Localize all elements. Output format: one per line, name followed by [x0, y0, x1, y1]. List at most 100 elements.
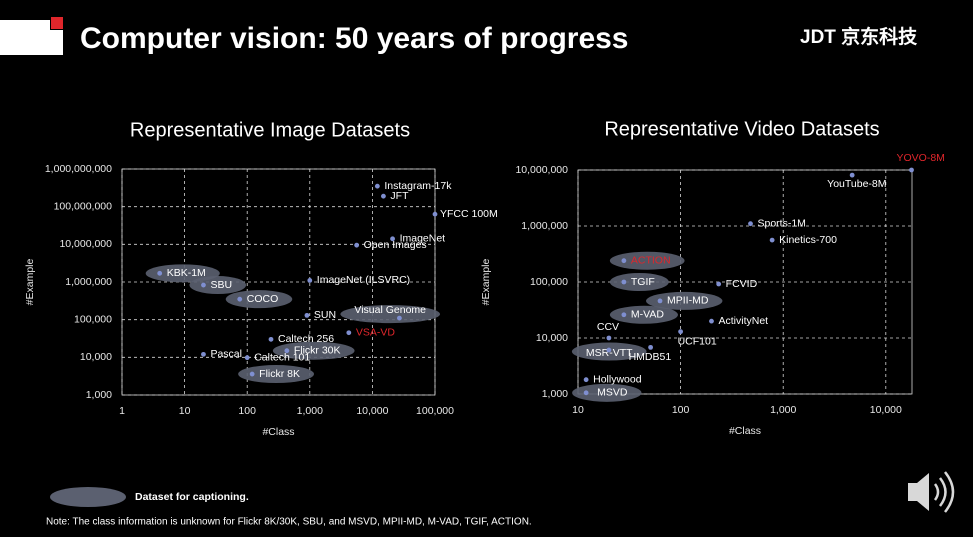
- point-label: Flickr 30K: [294, 344, 341, 356]
- point-label: M-VAD: [631, 309, 664, 321]
- data-point: [606, 347, 612, 353]
- y-tick-label: 10,000,000: [59, 238, 112, 250]
- point-label: Caltech 101: [254, 351, 310, 363]
- caption-highlight: [238, 365, 315, 384]
- point-label: ActivityNet: [718, 315, 768, 327]
- x-tick-label: 10,000: [870, 404, 902, 416]
- y-axis-title: #Example: [480, 259, 492, 306]
- caption-highlight: [609, 251, 685, 270]
- caption-highlight: [225, 290, 293, 309]
- point-label: YFCC 100M: [440, 208, 498, 220]
- point-label: Open Images: [364, 239, 427, 251]
- data-point: [432, 211, 438, 217]
- data-point: [583, 390, 589, 396]
- point-label: TGIF: [631, 276, 655, 288]
- data-point: [748, 221, 753, 227]
- caption-layer: [145, 264, 441, 384]
- x-tick-label: 100: [238, 405, 256, 417]
- x-tick-label: 1,000: [770, 404, 796, 416]
- point-label: ImageNet: [400, 233, 446, 245]
- data-point: [621, 279, 627, 285]
- data-point: [657, 298, 663, 304]
- point-label: YOVO-8M: [897, 152, 945, 164]
- point-label: FCVID: [726, 278, 758, 290]
- x-tick-label: 100,000: [416, 405, 454, 417]
- y-axis-title: #Example: [24, 259, 36, 306]
- legend-swatch: [50, 487, 126, 507]
- point-label: Kinetics-700: [779, 234, 837, 246]
- point-label: JFT: [390, 190, 409, 202]
- caption-highlight: [189, 276, 247, 295]
- y-tick-label: 1,000,000: [65, 276, 112, 288]
- y-tick-label: 10,000,000: [515, 164, 568, 176]
- data-point: [621, 312, 627, 318]
- y-tick-label: 1,000: [542, 388, 568, 400]
- data-point: [648, 344, 653, 350]
- caption-highlight: [340, 305, 441, 324]
- x-tick-label: 10: [179, 405, 191, 417]
- data-point: [849, 172, 855, 178]
- data-point: [397, 315, 402, 321]
- point-label: YouTube-8M: [827, 178, 886, 190]
- x-tick-label: 1,000: [297, 405, 323, 417]
- point-label: COCO: [247, 293, 279, 305]
- point-label: MSR-VTT: [586, 347, 633, 359]
- footnote: Note: The class information is unknown f…: [46, 517, 532, 528]
- data-point: [237, 296, 243, 302]
- point-label: Caltech 256: [278, 333, 334, 345]
- point-label: Hollywood: [593, 373, 642, 385]
- slide-title: Computer vision: 50 years of progress: [80, 22, 629, 55]
- y-tick-label: 1,000: [86, 389, 112, 401]
- y-tick-label: 1,000,000: [521, 220, 568, 232]
- company-logo: JDT 京东科技: [800, 25, 918, 48]
- data-point: [201, 282, 206, 288]
- data-point: [909, 167, 914, 173]
- point-label: CCV: [597, 321, 619, 333]
- data-point: [716, 281, 722, 287]
- point-label: VSA-VD: [356, 327, 396, 339]
- speaker[interactable]: [908, 473, 929, 511]
- data-point: [354, 242, 360, 248]
- x-axis-title: #Class: [729, 425, 761, 437]
- caption-highlight: [609, 305, 678, 324]
- legend-label: Dataset for captioning.: [135, 491, 249, 503]
- speaker-icon[interactable]: [908, 471, 955, 513]
- caption-highlight: [272, 341, 355, 360]
- point-label: Sports-1M: [758, 217, 806, 229]
- point-label: Instagram-17k: [384, 180, 452, 192]
- data-point: [307, 278, 313, 283]
- point-label: MSVD: [597, 387, 628, 399]
- data-point: [709, 318, 714, 324]
- x-tick-label: 1: [119, 405, 125, 417]
- logo-block: [50, 30, 63, 55]
- point-label: HMDB51: [629, 351, 672, 363]
- data-point: [284, 348, 290, 354]
- point-label: SBU: [210, 279, 232, 291]
- caption-highlight: [609, 273, 669, 291]
- y-tick-label: 100,000,000: [54, 200, 113, 212]
- point-label: MPII-MD: [667, 295, 709, 307]
- x-tick-label: 10: [572, 404, 584, 416]
- data-point: [678, 329, 684, 335]
- chart: Representative Video Datasets 10 100 1,000 1…: [480, 118, 945, 437]
- data-point: [201, 351, 206, 357]
- point-label: Pascal: [210, 348, 242, 360]
- x-tick-label: 10,000: [356, 405, 388, 417]
- logo-square: [51, 17, 63, 29]
- caption-highlight: [646, 291, 723, 310]
- y-tick-label: 1,000,000,000: [45, 163, 112, 175]
- data-point: [390, 236, 395, 242]
- data-point: [606, 335, 612, 341]
- data-point: [769, 237, 775, 243]
- data-point: [583, 377, 589, 383]
- speaker-waves[interactable]: [933, 471, 955, 513]
- data-point: [249, 371, 255, 377]
- data-point: [304, 312, 310, 318]
- y-tick-label: 100,000: [74, 313, 112, 325]
- point-label: SUN: [314, 309, 336, 321]
- logo-block: [0, 20, 50, 55]
- point-label: ImageNet (ILSVRC): [317, 274, 410, 286]
